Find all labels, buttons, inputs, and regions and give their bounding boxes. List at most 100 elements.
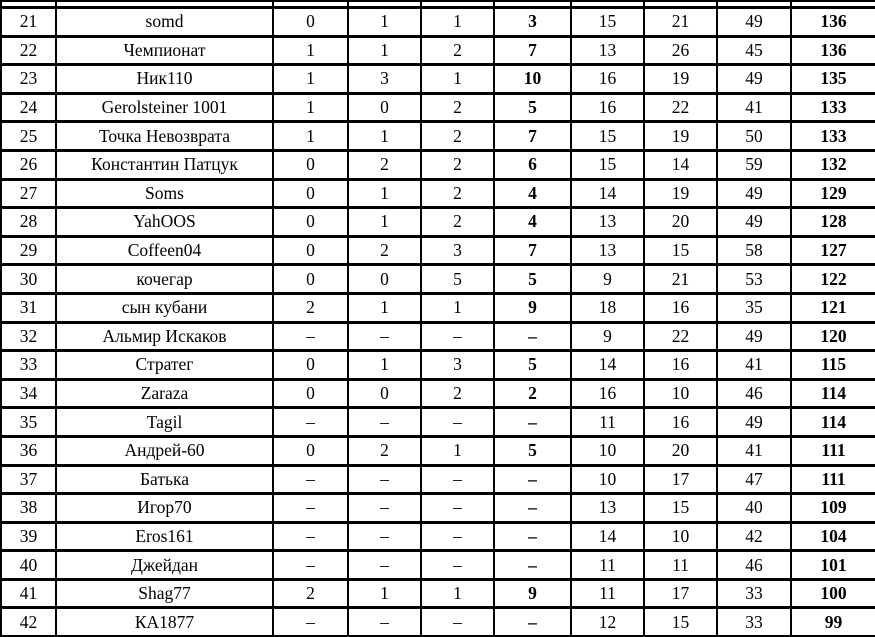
cell-stat3: 3	[420, 234, 495, 267]
cell-rank: 42	[0, 606, 57, 637]
cell-stat5: 26	[643, 34, 718, 67]
cell-total: 127	[790, 234, 875, 267]
clipped-cell	[493, 0, 572, 9]
cell-stat3: –	[420, 520, 495, 553]
cell-stat5: 16	[643, 291, 718, 324]
cell-stat6: 46	[716, 549, 792, 581]
table-row: 42 КА1877– – – –12 15 33 99	[0, 606, 875, 637]
cell-stat1: 0	[272, 234, 349, 267]
cell-stat4: 10	[570, 463, 645, 496]
cell-stat6: 45	[716, 34, 792, 67]
cell-stat6: 33	[716, 577, 792, 610]
cell-rank: 25	[0, 120, 57, 152]
cell-total: 136	[790, 34, 875, 67]
cell-name: Gerolsteiner 1001	[55, 91, 274, 124]
cell-name: Ник110	[55, 63, 274, 95]
cell-stat5: 16	[643, 406, 718, 438]
cell-stat4: 18	[570, 291, 645, 324]
cell-sum: 9	[493, 577, 572, 610]
cell-stat6: 33	[716, 606, 792, 637]
cell-stat2: –	[347, 320, 422, 353]
cell-name: КА1877	[55, 606, 274, 637]
cell-stat6: 49	[716, 406, 792, 438]
table-row: 27 Soms 0 1 2 4 14 19 49 129	[0, 177, 875, 210]
cell-rank: 35	[0, 406, 57, 438]
cell-stat5: 14	[643, 148, 718, 181]
table-row: 22 Чемпионат 1 1 2 7 13 26 45 136	[0, 34, 875, 67]
table-row: 33 Стратег 0 1 3 5 14 16 41 115	[0, 349, 875, 381]
cell-stat6: 58	[716, 234, 792, 267]
table-row: 25 Точка Невозврата 1 1 2 7 15 19 50 133	[0, 120, 875, 152]
cell-stat3: –	[420, 549, 495, 581]
cell-stat2: 2	[347, 234, 422, 267]
cell-total: 121	[790, 291, 875, 324]
cell-sum: 7	[493, 234, 572, 267]
cell-stat2: –	[347, 406, 422, 438]
cell-stat4: 11	[570, 406, 645, 438]
cell-sum: 7	[493, 120, 572, 152]
cell-sum: –	[493, 549, 572, 581]
cell-stat2: 0	[347, 263, 422, 295]
cell-stat3: –	[420, 320, 495, 353]
cell-sum: 10	[493, 63, 572, 95]
clipped-cell	[55, 0, 274, 9]
table-row: 41 Shag77 2 1 1 9 11 17 33 100	[0, 577, 875, 610]
clipped-cell	[570, 0, 645, 9]
cell-name: Shag77	[55, 577, 274, 610]
cell-stat1: –	[272, 320, 349, 353]
cell-rank: 41	[0, 577, 57, 610]
cell-sum: 4	[493, 206, 572, 238]
cell-name: somd	[55, 6, 274, 38]
cell-stat2: –	[347, 520, 422, 553]
cell-rank: 28	[0, 206, 57, 238]
cell-stat1: –	[272, 606, 349, 637]
cell-stat6: 41	[716, 434, 792, 467]
cell-stat5: 15	[643, 234, 718, 267]
cell-name: Игор70	[55, 492, 274, 524]
cell-name: Soms	[55, 177, 274, 210]
cell-stat1: –	[272, 492, 349, 524]
cell-name: YahOOS	[55, 206, 274, 238]
cell-stat3: 5	[420, 263, 495, 295]
cell-sum: 5	[493, 434, 572, 467]
cell-total: 120	[790, 320, 875, 353]
cell-rank: 21	[0, 6, 57, 38]
cell-total: 128	[790, 206, 875, 238]
cell-name: Tagil	[55, 406, 274, 438]
cell-stat3: 1	[420, 63, 495, 95]
cell-total: 136	[790, 6, 875, 38]
cell-stat3: –	[420, 492, 495, 524]
cell-stat4: 13	[570, 234, 645, 267]
cell-stat6: 40	[716, 492, 792, 524]
cell-stat6: 35	[716, 291, 792, 324]
cell-stat2: 2	[347, 434, 422, 467]
cell-stat6: 41	[716, 91, 792, 124]
cell-stat2: 1	[347, 349, 422, 381]
cell-stat2: –	[347, 492, 422, 524]
clipped-cell	[643, 0, 718, 9]
table-row: 28 YahOOS 0 1 2 4 13 20 49 128	[0, 206, 875, 238]
cell-sum: 5	[493, 349, 572, 381]
cell-stat2: 1	[347, 206, 422, 238]
cell-stat5: 15	[643, 606, 718, 637]
cell-stat2: –	[347, 606, 422, 637]
cell-rank: 30	[0, 263, 57, 295]
table-row: 26 Константин Патцук 0 2 2 6 15 14 59 132	[0, 148, 875, 181]
cell-stat1: –	[272, 520, 349, 553]
cell-name: Coffeen04	[55, 234, 274, 267]
table-row: 30 кочегар 0 0 5 5 9 21 53 122	[0, 263, 875, 295]
cell-stat4: 13	[570, 206, 645, 238]
cell-stat4: 9	[570, 263, 645, 295]
cell-stat5: 22	[643, 320, 718, 353]
cell-stat2: 1	[347, 120, 422, 152]
cell-stat3: 1	[420, 434, 495, 467]
cell-total: 114	[790, 377, 875, 410]
cell-rank: 24	[0, 91, 57, 124]
cell-name: Точка Невозврата	[55, 120, 274, 152]
clipped-row-above	[0, 0, 875, 9]
cell-sum: 9	[493, 291, 572, 324]
cell-stat5: 10	[643, 520, 718, 553]
cell-stat3: 1	[420, 291, 495, 324]
cell-stat2: –	[347, 463, 422, 496]
